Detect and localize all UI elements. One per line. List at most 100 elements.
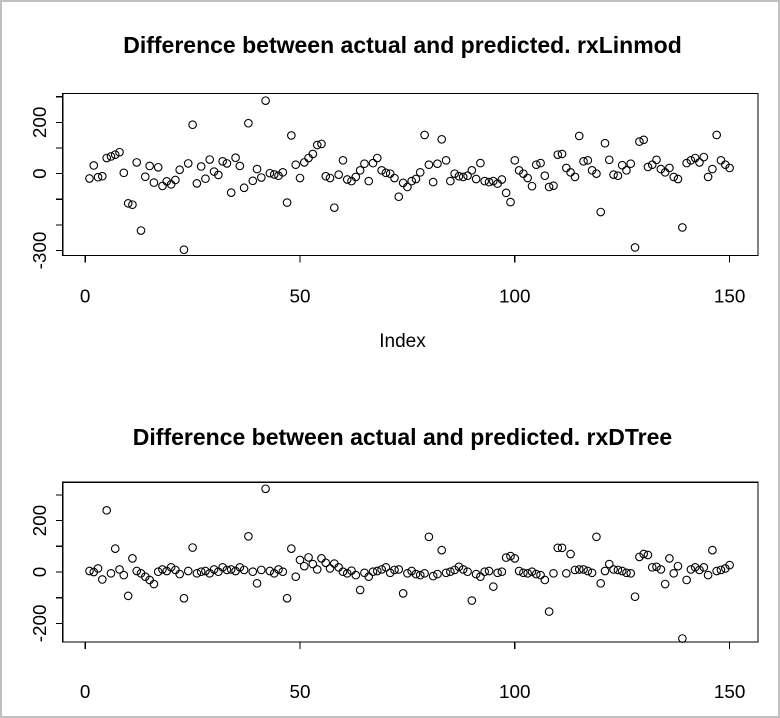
data-point: [570, 172, 580, 182]
data-point: [600, 566, 610, 576]
data-point: [312, 565, 322, 574]
data-point: [617, 566, 627, 576]
data-point: [338, 567, 348, 577]
plot-box: [62, 92, 759, 257]
data-point: [97, 171, 107, 181]
data-point: [295, 555, 305, 565]
data-point: [420, 568, 429, 578]
data-point: [596, 207, 606, 217]
data-point: [145, 161, 154, 171]
data-point: [158, 565, 167, 574]
data-point: [716, 565, 726, 575]
data-point: [622, 166, 631, 175]
data-point: [703, 172, 713, 182]
data-point: [665, 554, 674, 563]
data-point: [166, 563, 176, 572]
data-point: [256, 565, 266, 575]
data-point: [132, 566, 142, 576]
data-point: [149, 178, 159, 187]
data-point: [566, 549, 575, 559]
data-point: [708, 164, 717, 174]
data-point: [536, 570, 545, 580]
x-tick-label: 50: [289, 286, 310, 307]
data-point: [351, 570, 361, 580]
data-point: [678, 634, 687, 643]
data-point: [102, 506, 112, 515]
data-point: [635, 137, 644, 146]
y-tick-label: 0: [30, 168, 51, 178]
data-point: [390, 565, 399, 575]
data-point: [364, 572, 374, 582]
data-point: [695, 158, 704, 167]
data-point: [110, 150, 120, 159]
data-point: [626, 568, 636, 578]
x-tick-label: 100: [499, 286, 530, 307]
data-point: [428, 177, 438, 187]
data-point: [557, 149, 567, 159]
data-point: [686, 155, 696, 165]
x-tick-label: 50: [289, 682, 310, 703]
data-point: [433, 569, 442, 579]
data-point: [609, 170, 618, 179]
data-point: [394, 192, 404, 202]
data-point: [201, 174, 210, 184]
x-tick-label: 0: [80, 286, 91, 307]
data-point: [235, 161, 245, 171]
data-point: [256, 173, 266, 182]
data-point: [579, 565, 588, 574]
data-point: [119, 570, 129, 580]
data-point: [665, 163, 674, 173]
data-point: [669, 172, 679, 182]
data-point: [282, 198, 292, 207]
data-point: [175, 165, 185, 175]
data-point: [420, 130, 429, 140]
data-point: [411, 569, 421, 579]
data-point: [222, 159, 232, 168]
data-point: [171, 175, 180, 185]
data-point: [252, 579, 262, 588]
data-point: [458, 565, 468, 574]
data-point: [660, 579, 670, 589]
data-point: [437, 545, 447, 555]
plot1-x-axis-label: Index: [379, 331, 426, 352]
data-point: [678, 223, 687, 232]
data-point: [566, 168, 575, 177]
data-point: [274, 565, 283, 574]
data-point: [669, 568, 679, 578]
data-point: [583, 155, 593, 165]
data-point: [536, 158, 545, 168]
data-point: [175, 569, 185, 579]
data-point: [613, 171, 623, 181]
data-point: [544, 607, 554, 616]
data-point: [450, 565, 459, 575]
data-point: [540, 171, 550, 181]
data-point: [123, 199, 133, 208]
data-point: [282, 593, 292, 603]
data-point: [630, 243, 640, 252]
data-point: [325, 564, 335, 573]
data-point: [497, 175, 507, 184]
y-tick-label: -200: [30, 605, 51, 643]
data-point: [561, 163, 571, 173]
data-point: [613, 565, 623, 575]
data-point: [239, 565, 249, 575]
data-point: [188, 543, 197, 552]
data-point: [278, 168, 288, 177]
data-point: [304, 553, 313, 562]
data-point: [600, 138, 610, 148]
data-point: [467, 596, 477, 605]
data-point: [368, 158, 378, 168]
data-point: [592, 532, 601, 542]
data-point: [183, 566, 193, 576]
data-point: [501, 188, 511, 198]
data-point: [261, 96, 270, 105]
data-point: [179, 593, 189, 603]
data-point: [553, 150, 563, 159]
data-point: [299, 561, 309, 571]
data-point: [622, 568, 631, 578]
data-point: [372, 566, 382, 576]
data-point: [287, 131, 296, 140]
data-point: [527, 567, 537, 577]
data-point: [377, 166, 386, 175]
data-point: [480, 176, 489, 186]
